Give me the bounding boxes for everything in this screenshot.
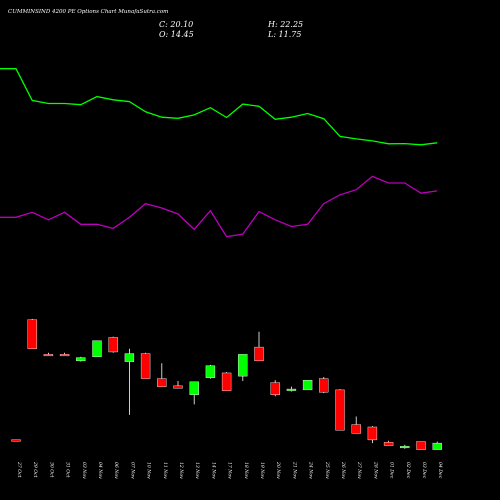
candle bbox=[59, 352, 70, 357]
x-tick-label: 02 Dec bbox=[405, 462, 411, 479]
candle-body-down bbox=[11, 439, 21, 442]
candle-body-down bbox=[335, 389, 345, 431]
candle bbox=[400, 444, 410, 449]
x-tick-label: 17 Nov bbox=[227, 462, 233, 479]
candle-body-down bbox=[319, 378, 329, 393]
candle bbox=[76, 356, 86, 362]
close-value: C: 20.10 bbox=[159, 20, 194, 29]
x-tick-label: 03 Nov bbox=[81, 462, 87, 479]
candle-body-up bbox=[124, 353, 135, 362]
x-tick-label: 19 Nov bbox=[259, 462, 265, 479]
candle bbox=[43, 352, 54, 357]
indicator-lines bbox=[0, 68, 438, 238]
x-tick-label: 21 Nov bbox=[291, 461, 297, 479]
candle-body-up bbox=[302, 379, 313, 391]
candle bbox=[270, 380, 280, 397]
candle bbox=[157, 363, 167, 387]
x-tick-label: 27 Nov bbox=[356, 461, 362, 479]
candle bbox=[254, 331, 264, 362]
candle-body-up bbox=[205, 365, 216, 378]
candle-body-down bbox=[59, 354, 70, 357]
candle-body-up bbox=[286, 388, 297, 391]
candle-body-down bbox=[173, 385, 183, 389]
candle bbox=[108, 336, 118, 353]
x-tick-label: 29 Oct bbox=[32, 461, 38, 478]
x-tick-label: 04 Dec bbox=[437, 462, 443, 479]
x-tick-label: 04 Nov bbox=[97, 462, 103, 479]
candle bbox=[383, 440, 394, 446]
x-axis-labels: 27 Oct 29 Oct 30 Oct 31 Oct 03 Nov 04 Nov 06 N… bbox=[16, 461, 443, 479]
candle-body-down bbox=[140, 353, 151, 379]
x-tick-label: 14 Nov bbox=[210, 462, 216, 479]
x-tick-label: 06 Nov bbox=[113, 462, 119, 479]
candle bbox=[221, 372, 232, 391]
x-tick-label: 01 Dec bbox=[389, 462, 395, 479]
candle-body-down bbox=[108, 337, 118, 353]
candle bbox=[173, 381, 183, 389]
candle bbox=[286, 386, 297, 392]
candle-body-up bbox=[92, 340, 102, 357]
candle-body-up bbox=[76, 357, 86, 362]
candle-body-down bbox=[270, 382, 280, 395]
x-tick-label: 07 Nov bbox=[129, 462, 135, 479]
high-value: H: 22.25 bbox=[268, 20, 304, 29]
indicator-line-2 bbox=[0, 175, 438, 238]
x-tick-label: 18 Nov bbox=[243, 462, 249, 479]
x-tick-label: 24 Nov bbox=[308, 461, 314, 479]
low-value: L: 11.75 bbox=[268, 30, 302, 39]
candle bbox=[238, 354, 248, 381]
candle bbox=[335, 389, 345, 431]
candle bbox=[302, 379, 313, 391]
x-tick-label: 30 Oct bbox=[48, 462, 54, 478]
candle-body-down bbox=[351, 424, 361, 434]
candle-body-up bbox=[189, 381, 199, 395]
candle bbox=[432, 441, 442, 450]
candle bbox=[205, 364, 216, 379]
candle-body-down bbox=[416, 441, 426, 450]
candle-body-up bbox=[400, 446, 410, 449]
candle bbox=[92, 340, 102, 357]
candle bbox=[27, 318, 37, 349]
candle-body-down bbox=[43, 354, 54, 357]
x-tick-label: 11 Nov bbox=[162, 462, 168, 479]
x-tick-label: 13 Nov bbox=[194, 462, 200, 479]
candle-body-down bbox=[383, 442, 394, 446]
x-tick-label: 31 Oct bbox=[65, 462, 71, 478]
candle bbox=[189, 381, 199, 405]
x-tick-label: 25 Nov bbox=[324, 461, 330, 479]
candle-body-down bbox=[157, 378, 167, 387]
candle bbox=[11, 439, 21, 442]
candle bbox=[124, 348, 135, 415]
x-tick-label: 26 Nov bbox=[340, 461, 346, 479]
candle-body-down bbox=[221, 372, 232, 391]
candle bbox=[416, 441, 426, 450]
candle-body-down bbox=[367, 426, 378, 441]
x-tick-label: 20 Nov bbox=[275, 461, 281, 479]
open-value: O: 14.45 bbox=[159, 30, 194, 39]
chart-title: CUMMINSIND 4200 PE Options Chart MunafaS… bbox=[8, 9, 169, 15]
x-tick-label: 12 Nov bbox=[178, 462, 184, 479]
candle bbox=[140, 352, 151, 379]
indicator-line-1 bbox=[0, 68, 438, 146]
candle-body-up bbox=[432, 442, 442, 450]
x-tick-label: 10 Nov bbox=[146, 462, 152, 479]
candles bbox=[11, 318, 442, 450]
candle-body-down bbox=[254, 346, 264, 362]
candle bbox=[351, 416, 361, 434]
candle bbox=[367, 426, 378, 444]
x-tick-label: 28 Nov bbox=[372, 461, 378, 479]
candle bbox=[319, 376, 329, 394]
candle-body-up bbox=[238, 354, 248, 377]
candle-body-down bbox=[27, 319, 37, 349]
x-tick-label: 03 Dec bbox=[421, 462, 427, 479]
x-tick-label: 27 Oct bbox=[16, 461, 22, 478]
